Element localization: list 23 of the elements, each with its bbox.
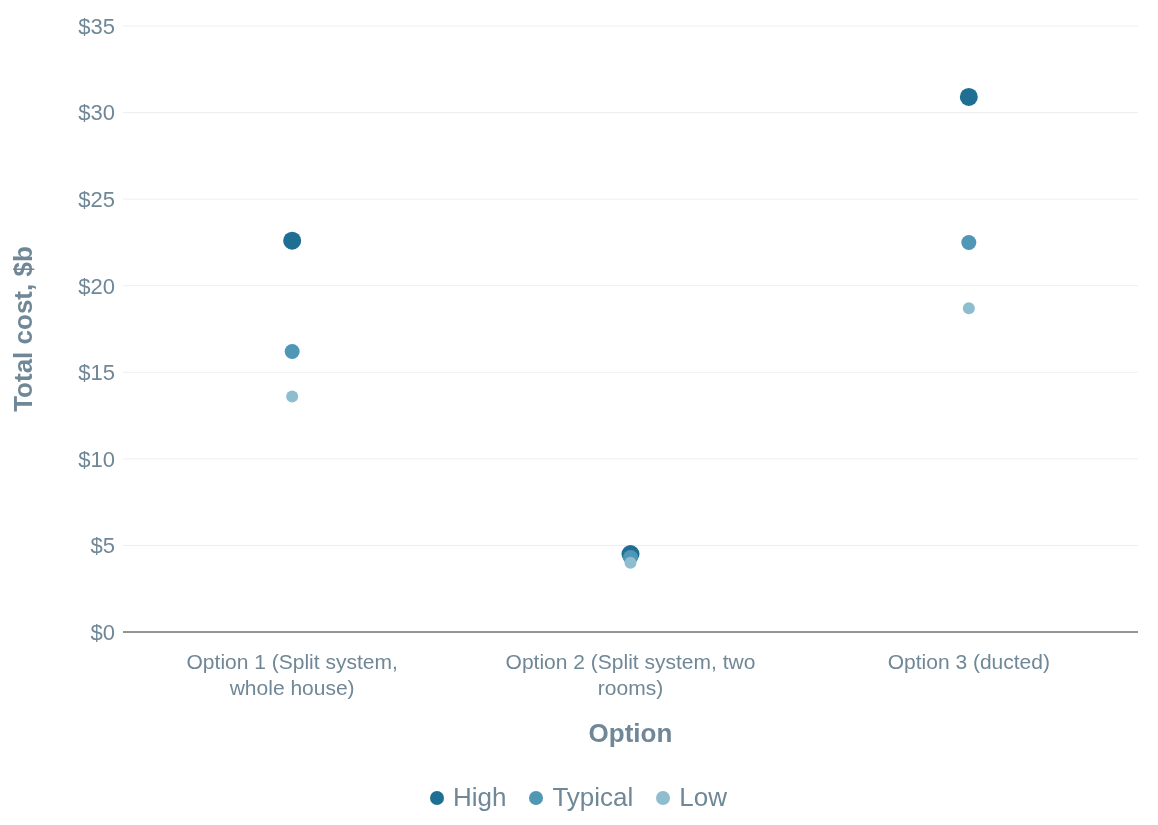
- point: [286, 390, 299, 403]
- y-tick-label: $30: [78, 100, 115, 126]
- y-tick-label: $5: [90, 533, 115, 559]
- y-tick-label: $10: [78, 446, 115, 472]
- y-tick-label: $35: [78, 13, 115, 39]
- point: [624, 556, 637, 569]
- point: [959, 87, 978, 106]
- y-tick-label: $0: [90, 619, 115, 645]
- y-axis-title: Total cost, $b: [8, 246, 39, 412]
- x-tick-label: Option 3 (ducted): [887, 649, 1050, 673]
- point: [283, 231, 302, 250]
- y-tick-label: $25: [78, 186, 115, 212]
- y-tick-label: $20: [78, 273, 115, 299]
- point: [961, 234, 977, 250]
- legend-label: Typical: [552, 782, 634, 813]
- legend-label: High: [452, 782, 507, 813]
- x-tick-label: Option 2 (Split system, two rooms): [505, 649, 756, 700]
- x-axis-title: Option: [588, 718, 673, 748]
- point: [962, 302, 975, 315]
- legend-label: Low: [679, 782, 728, 813]
- x-tick-label: Option 1 (Split system, whole house): [186, 649, 398, 700]
- point: [284, 344, 300, 360]
- y-tick-label: $15: [78, 360, 115, 386]
